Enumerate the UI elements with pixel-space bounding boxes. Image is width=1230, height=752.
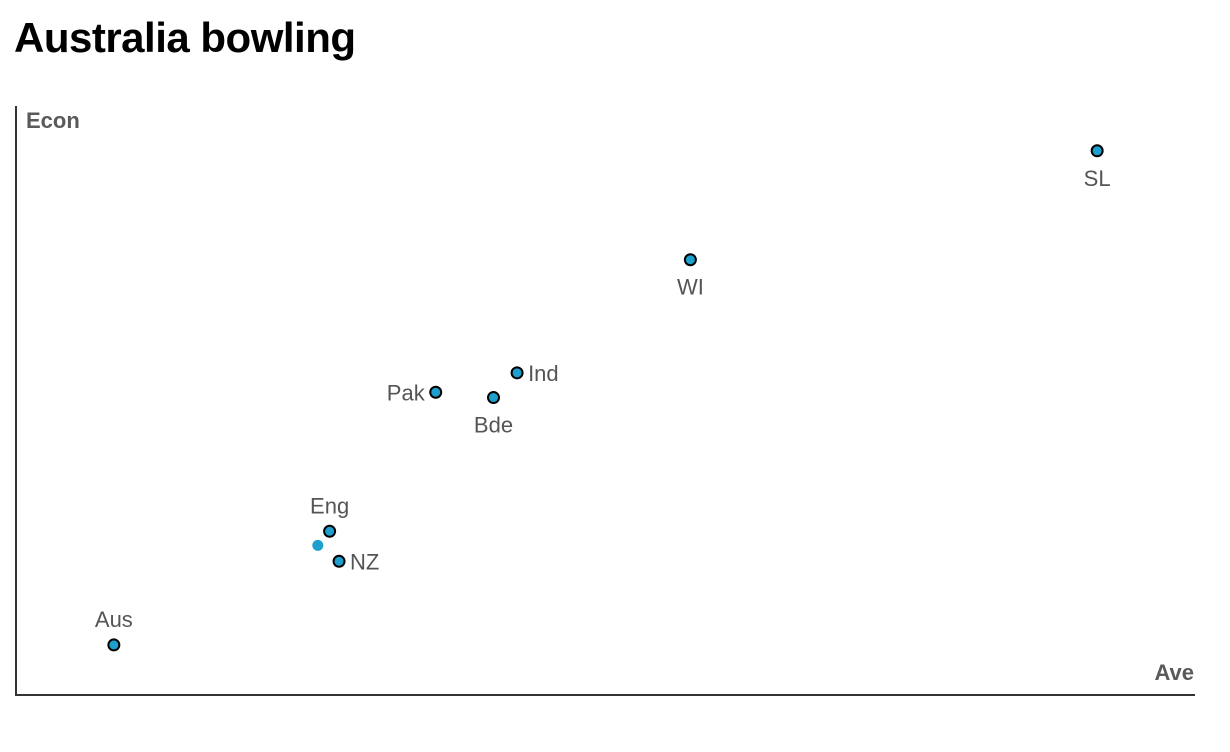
point-label-bde: Bde (474, 413, 513, 438)
point-label-aus: Aus (95, 607, 133, 632)
chart-title: Australia bowling (14, 14, 356, 61)
data-point-pak[interactable] (429, 385, 443, 399)
data-point-bde[interactable] (486, 391, 500, 405)
x-axis-label: Ave (1154, 660, 1194, 685)
point-label-ind: Ind (528, 361, 559, 386)
data-point-unlabeled[interactable] (312, 539, 324, 551)
data-point-aus[interactable] (107, 638, 121, 652)
data-point-ind[interactable] (510, 366, 524, 380)
points-layer: SL WI Ind Pak Bde Eng NZ Aus (95, 144, 1111, 652)
point-label-eng: Eng (310, 493, 349, 518)
data-point-wi[interactable] (683, 253, 697, 267)
point-label-nz: NZ (350, 549, 379, 574)
data-point-eng[interactable] (323, 524, 337, 538)
point-label-sl: SL (1084, 166, 1111, 191)
point-label-pak: Pak (387, 380, 426, 405)
data-point-sl[interactable] (1090, 144, 1104, 158)
data-point-nz[interactable] (332, 554, 346, 568)
point-label-wi: WI (677, 275, 704, 300)
y-axis-label: Econ (26, 108, 80, 133)
